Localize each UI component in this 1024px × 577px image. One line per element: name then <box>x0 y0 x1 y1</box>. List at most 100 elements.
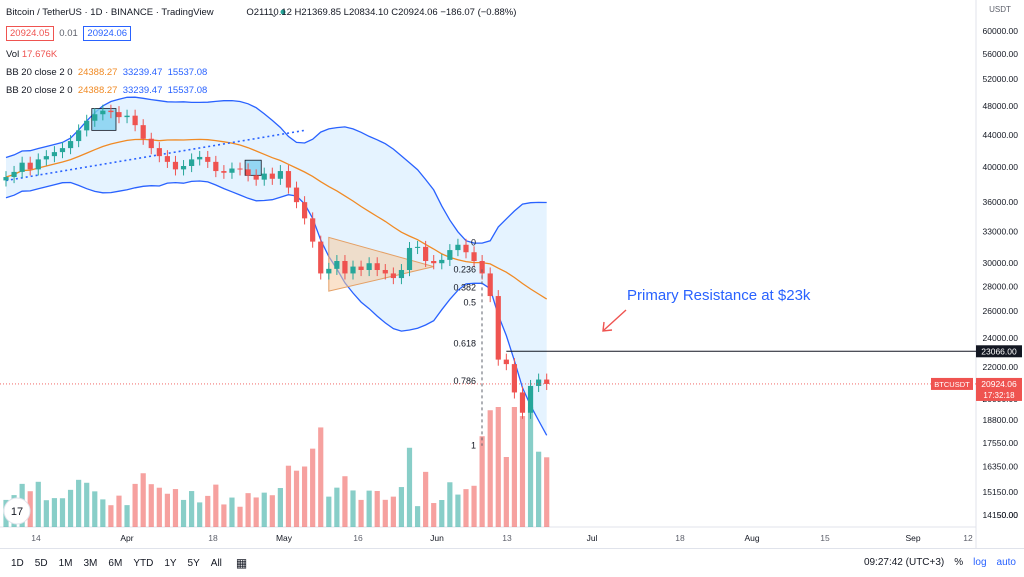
volume-bar <box>487 410 493 527</box>
candle-body <box>108 110 114 113</box>
volume-bar <box>519 416 526 527</box>
candle-body <box>374 263 380 270</box>
volume-bar <box>221 504 227 527</box>
date-range-icon[interactable]: ▦ <box>235 556 248 570</box>
volume-bar <box>310 448 316 527</box>
fib-level-label: 0.236 <box>453 264 476 274</box>
volume-bar <box>301 466 308 527</box>
volume-bar <box>35 481 41 527</box>
tf-1m[interactable]: 1M <box>58 557 73 569</box>
bb-legend-1: BB 20 close 2 0 24388.27 33239.47 15537.… <box>6 67 207 78</box>
tf-ytd[interactable]: YTD <box>133 557 154 569</box>
buy-button[interactable]: 20924.06 <box>83 26 132 41</box>
fib-level-label: 1 <box>471 441 476 451</box>
volume-bar <box>67 489 74 527</box>
volume-bar <box>269 495 275 527</box>
candle-body <box>261 173 267 180</box>
bb2-basis: 24388.27 <box>77 85 118 96</box>
volume-bar <box>51 498 58 527</box>
candle-body <box>229 168 235 173</box>
x-tick-label: 12 <box>963 533 973 543</box>
candle-body <box>51 152 58 157</box>
candle-body <box>164 156 170 162</box>
x-tick-label: Jun <box>430 533 444 543</box>
bb2-label: BB 20 close 2 0 <box>6 85 73 96</box>
x-tick-label: Sep <box>905 533 920 543</box>
candle-body <box>544 379 550 384</box>
y-tick-label: 15150.00 <box>983 487 1019 497</box>
auto-toggle[interactable]: auto <box>996 557 1016 568</box>
volume-bar <box>76 479 82 527</box>
tf-1d[interactable]: 1D <box>11 557 24 569</box>
spread-value: 0.01 <box>59 28 78 39</box>
volume-bar <box>423 471 429 527</box>
tf-1y[interactable]: 1Y <box>164 557 177 569</box>
candle-body <box>35 159 41 170</box>
tf-6m[interactable]: 6M <box>108 557 123 569</box>
volume-bar <box>108 505 114 527</box>
volume-bar <box>205 495 211 527</box>
tradingview-logo: 17 <box>3 497 31 525</box>
volume-bar <box>285 465 292 527</box>
candle-body <box>27 162 33 170</box>
log-toggle[interactable]: log <box>973 557 987 568</box>
y-tick-label: 56000.00 <box>983 49 1019 59</box>
candle-body <box>237 168 243 170</box>
candle-body <box>245 169 251 176</box>
x-tick-label: 18 <box>208 533 218 543</box>
candle-body <box>398 269 405 279</box>
resistance-price-text: 23066.00 <box>981 346 1017 356</box>
volume-bar <box>511 407 518 527</box>
volume-bar <box>527 407 534 527</box>
volume-bar <box>544 457 550 527</box>
bb1-basis: 24388.27 <box>77 67 118 78</box>
clock-readout[interactable]: 09:27:42 (UTC+3) <box>863 557 945 568</box>
candle-body <box>172 161 179 170</box>
current-price-tag <box>976 377 1022 401</box>
candle-body <box>3 177 9 181</box>
volume-bar <box>463 489 469 527</box>
candle-body <box>423 246 429 262</box>
market-status-icon <box>280 9 286 15</box>
chart-title-row: Bitcoin / TetherUS · 1D · BINANCE · Trad… <box>6 7 516 18</box>
y-tick-label: 14150.00 <box>983 510 1019 520</box>
y-tick-label: 16350.00 <box>983 462 1019 472</box>
x-tick-label: 16 <box>353 533 363 543</box>
percent-toggle[interactable]: % <box>954 557 964 568</box>
candle-body <box>358 266 364 270</box>
y-tick-label: 40000.00 <box>983 162 1019 172</box>
volume-bar <box>382 499 388 527</box>
tf-all[interactable]: All <box>210 557 222 569</box>
tf-5d[interactable]: 5D <box>34 557 48 569</box>
volume-bar <box>366 490 372 527</box>
candle-body <box>431 261 437 264</box>
candle-body <box>318 241 324 274</box>
sell-button[interactable]: 20924.05 <box>6 26 54 41</box>
y-tick-label: 28000.00 <box>983 281 1019 291</box>
candle-body <box>471 252 477 262</box>
bb1-lower: 15537.08 <box>167 67 208 78</box>
candle-body <box>301 202 308 219</box>
tf-5y[interactable]: 5Y <box>187 557 200 569</box>
tf-3m[interactable]: 3M <box>83 557 98 569</box>
logo-circle <box>3 497 31 525</box>
volume-bar <box>237 506 243 527</box>
volume-bar <box>479 436 485 527</box>
volume-bar <box>43 500 49 527</box>
volume-bar <box>439 500 445 527</box>
y-tick-label: 30000.00 <box>983 258 1019 268</box>
volume-bar <box>471 485 477 527</box>
candle-body <box>148 138 154 149</box>
candle-body <box>132 115 138 126</box>
fib-level-label: 0.786 <box>453 376 476 386</box>
countdown-text: 17:32:18 <box>983 391 1015 400</box>
candle-body <box>495 296 501 360</box>
candle-body <box>100 110 106 115</box>
y-tick-label: 60000.00 <box>983 26 1019 36</box>
candle-body <box>84 120 90 131</box>
volume-bar <box>116 495 122 527</box>
x-tick-label: 15 <box>820 533 830 543</box>
y-tick-label: 48000.00 <box>983 101 1019 111</box>
volume-bar <box>293 470 300 527</box>
